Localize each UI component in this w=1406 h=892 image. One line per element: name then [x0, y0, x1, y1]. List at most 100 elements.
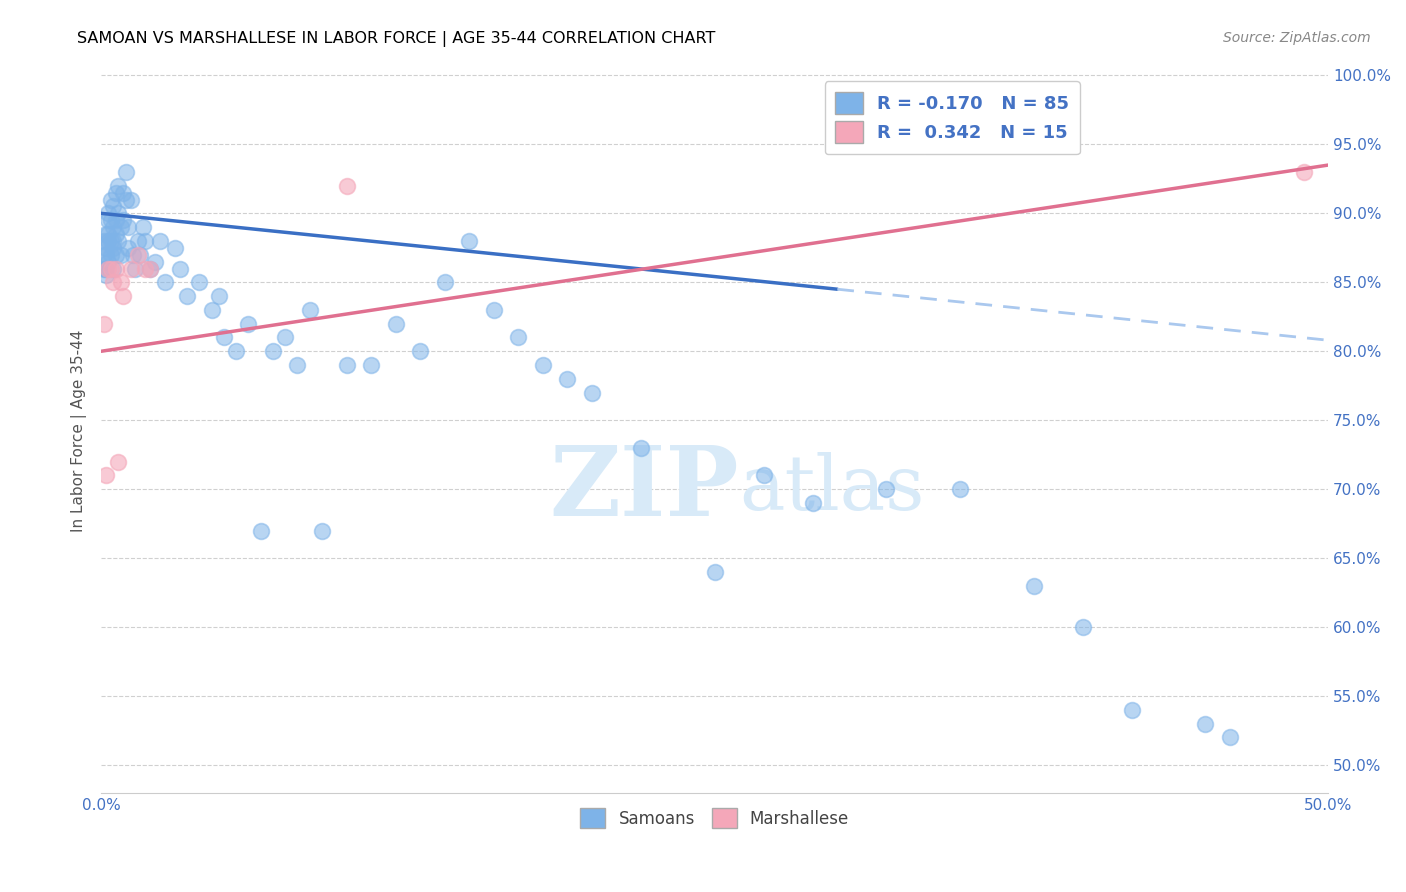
Point	[132, 220, 155, 235]
Point	[94, 261, 117, 276]
Point	[531, 358, 554, 372]
Point	[1219, 731, 1241, 745]
Point	[360, 358, 382, 372]
Point	[117, 241, 139, 255]
Point	[1194, 716, 1216, 731]
Point	[238, 317, 260, 331]
Point	[703, 565, 725, 579]
Point	[97, 227, 120, 241]
Point	[103, 241, 125, 255]
Point	[97, 254, 120, 268]
Point	[93, 234, 115, 248]
Point	[107, 455, 129, 469]
Point	[107, 234, 129, 248]
Point	[801, 496, 824, 510]
Point	[97, 261, 120, 276]
Point	[1292, 165, 1315, 179]
Point	[298, 302, 321, 317]
Point	[104, 248, 127, 262]
Point	[103, 199, 125, 213]
Point	[94, 227, 117, 241]
Point	[127, 248, 149, 262]
Point	[112, 186, 135, 200]
Point	[97, 206, 120, 220]
Point	[200, 302, 222, 317]
Point	[94, 248, 117, 262]
Point	[139, 261, 162, 276]
Point	[335, 358, 357, 372]
Point	[169, 261, 191, 276]
Point	[149, 234, 172, 248]
Point	[139, 261, 162, 276]
Point	[114, 193, 136, 207]
Point	[103, 261, 125, 276]
Point	[384, 317, 406, 331]
Point	[112, 213, 135, 227]
Point	[100, 248, 122, 262]
Point	[100, 234, 122, 248]
Point	[93, 261, 115, 276]
Point	[110, 248, 132, 262]
Text: SAMOAN VS MARSHALLESE IN LABOR FORCE | AGE 35-44 CORRELATION CHART: SAMOAN VS MARSHALLESE IN LABOR FORCE | A…	[77, 31, 716, 47]
Point	[188, 275, 211, 289]
Point	[153, 275, 176, 289]
Point	[100, 213, 122, 227]
Point	[949, 482, 972, 496]
Point	[249, 524, 271, 538]
Point	[752, 468, 775, 483]
Point	[104, 261, 127, 276]
Y-axis label: In Labor Force | Age 35-44: In Labor Force | Age 35-44	[72, 329, 87, 532]
Point	[110, 275, 132, 289]
Point	[107, 178, 129, 193]
Point	[104, 186, 127, 200]
Point	[110, 220, 132, 235]
Point	[581, 385, 603, 400]
Point	[103, 275, 125, 289]
Point	[262, 344, 284, 359]
Point	[274, 330, 297, 344]
Point	[104, 213, 127, 227]
Point	[122, 248, 145, 262]
Point	[124, 261, 146, 276]
Point	[107, 206, 129, 220]
Point	[287, 358, 309, 372]
Point	[112, 289, 135, 303]
Point	[103, 220, 125, 235]
Point	[143, 254, 166, 268]
Point	[508, 330, 530, 344]
Point	[93, 248, 115, 262]
Point	[120, 261, 142, 276]
Point	[163, 241, 186, 255]
Point	[1071, 620, 1094, 634]
Point	[557, 372, 579, 386]
Point	[630, 441, 652, 455]
Point	[117, 220, 139, 235]
Point	[97, 213, 120, 227]
Point	[100, 193, 122, 207]
Point	[100, 261, 122, 276]
Point	[127, 234, 149, 248]
Point	[212, 330, 235, 344]
Point	[311, 524, 333, 538]
Point	[129, 248, 152, 262]
Point	[458, 234, 481, 248]
Legend: Samoans, Marshallese: Samoans, Marshallese	[574, 801, 856, 835]
Point	[94, 268, 117, 283]
Point	[93, 317, 115, 331]
Point	[94, 468, 117, 483]
Point	[875, 482, 897, 496]
Point	[208, 289, 231, 303]
Point	[409, 344, 432, 359]
Point	[482, 302, 505, 317]
Point	[433, 275, 456, 289]
Point	[134, 234, 156, 248]
Point	[120, 193, 142, 207]
Point	[1121, 703, 1143, 717]
Point	[114, 165, 136, 179]
Point	[134, 261, 156, 276]
Text: ZIP: ZIP	[550, 442, 740, 535]
Point	[97, 234, 120, 248]
Point	[103, 234, 125, 248]
Text: Source: ZipAtlas.com: Source: ZipAtlas.com	[1223, 31, 1371, 45]
Text: atlas: atlas	[740, 451, 925, 525]
